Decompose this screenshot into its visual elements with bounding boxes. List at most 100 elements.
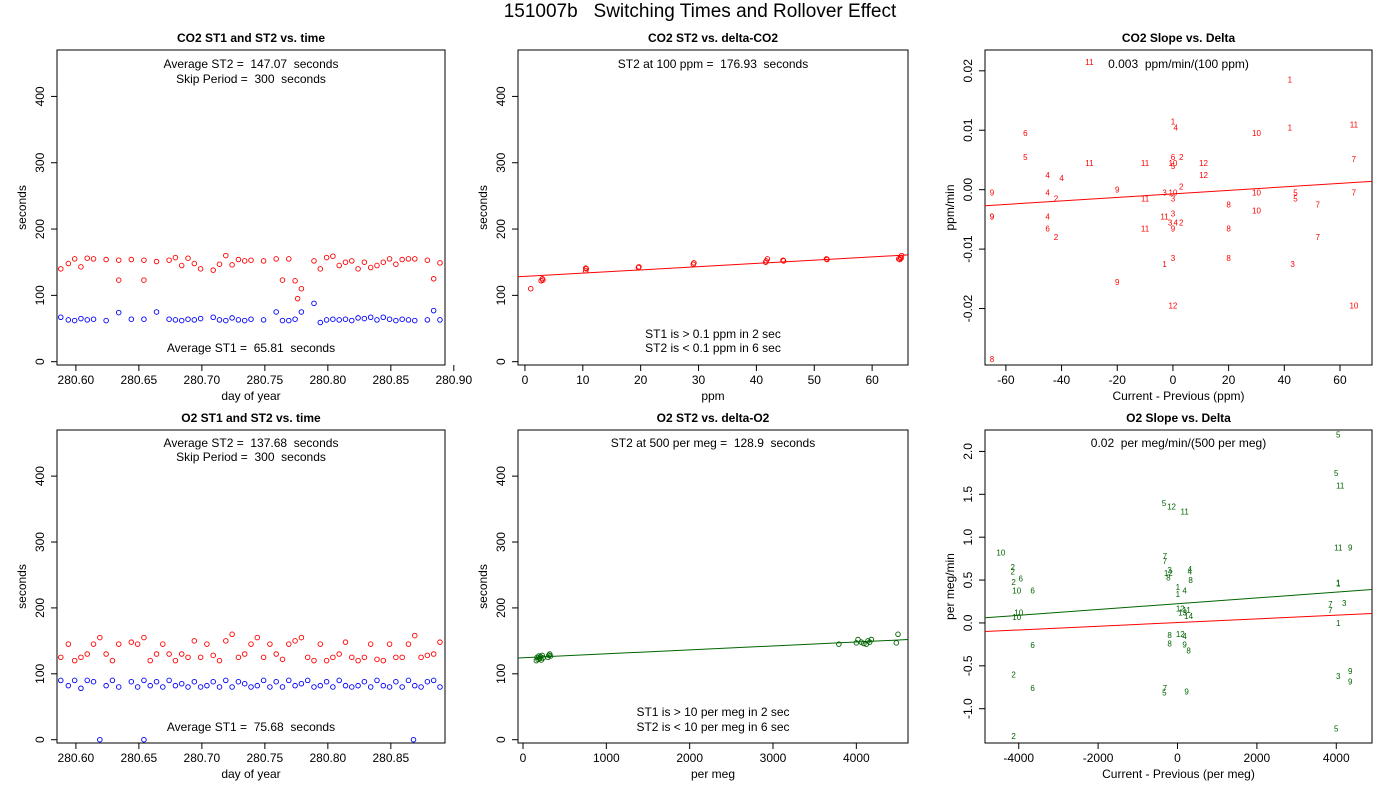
data-point: [286, 256, 292, 262]
data-point: [71, 256, 78, 262]
data-point: [58, 677, 64, 684]
x-axis-label: Current - Previous (per meg): [1102, 767, 1255, 781]
data-point: [153, 678, 160, 685]
y-tick-label: -0.5: [961, 655, 975, 676]
chart-title: CO2 ST2 vs. delta-CO2: [648, 31, 778, 45]
data-point: [437, 317, 443, 323]
data-point: [216, 317, 223, 323]
x-tick-label: -40: [1053, 373, 1071, 387]
data-label: 6: [1030, 586, 1035, 595]
x-axis-label: ppm: [701, 389, 724, 403]
data-label: 4: [1045, 171, 1050, 180]
data-point: [317, 641, 324, 647]
y-tick-label: 300: [494, 532, 508, 552]
data-point: [178, 262, 185, 269]
data-label: 11: [1334, 543, 1343, 552]
data-point: [248, 641, 254, 647]
y-tick-label: 300: [494, 152, 508, 172]
data-point: [430, 651, 437, 657]
data-label: 10: [1252, 129, 1261, 138]
data-point: [160, 684, 166, 690]
y-tick-label: 100: [494, 663, 508, 683]
data-point: [582, 265, 589, 271]
data-point: [210, 652, 216, 659]
data-point: [185, 684, 191, 690]
chart-o2-st-vs-time: O2 ST1 and ST2 vs. time 280.60 280.65 280.7…: [15, 411, 446, 781]
chart-co2-st2-vs-delta: CO2 ST2 vs. delta-CO2 0 10 20 30 40 50 60 0 100 20…: [476, 31, 909, 403]
data-point: [393, 261, 399, 267]
data-label: 10: [996, 549, 1005, 558]
data-label: 2: [1011, 670, 1016, 679]
data-point: [260, 317, 267, 323]
data-label: 7: [1352, 189, 1357, 198]
data-point: [386, 256, 393, 262]
x-tick-label: 0: [1174, 751, 1181, 765]
data-point: [260, 677, 267, 684]
data-point: [254, 682, 261, 689]
data-label: 4: [1188, 565, 1193, 574]
x-tick-label: 280.85: [372, 751, 409, 765]
x-tick-label: 20: [634, 373, 648, 387]
chart-annotation: Average ST2 = 137.68 seconds: [164, 436, 339, 450]
data-label: 2: [1011, 563, 1016, 572]
data-point: [191, 317, 198, 323]
data-point: [58, 654, 64, 661]
data-point: [235, 317, 242, 323]
data-point: [78, 654, 84, 661]
data-point: [780, 258, 787, 264]
data-point: [71, 677, 78, 684]
y-tick-label: 1.5: [961, 486, 975, 503]
data-label: 5: [1162, 688, 1167, 697]
data-point: [399, 256, 405, 263]
chart-annotation: Skip Period = 300 seconds: [176, 450, 326, 464]
x-tick-label: -60: [997, 373, 1015, 387]
data-point: [210, 678, 216, 685]
data-label: 3: [1171, 209, 1176, 218]
chart-o2-slope-vs-delta: O2 Slope vs. Delta -4000 -2000 0 2000 4000 -1.…: [943, 411, 1373, 781]
data-point: [367, 264, 374, 271]
y-axis-label: seconds: [15, 564, 29, 609]
data-point: [90, 678, 97, 685]
data-label: 2: [1179, 153, 1184, 162]
data-point: [898, 252, 905, 259]
fit-line: [518, 254, 908, 278]
data-point: [868, 636, 875, 643]
data-point: [84, 651, 90, 657]
data-label: 9: [1348, 677, 1353, 686]
data-point: [273, 651, 279, 657]
data-label: 4: [1188, 567, 1193, 576]
y-tick-label: -0.01: [961, 235, 975, 263]
data-label: 5: [1293, 189, 1298, 198]
data-point: [355, 315, 361, 321]
chart-annotation: 0.02 per meg/min/(500 per meg): [1091, 436, 1266, 450]
x-tick-label: 4000: [1323, 751, 1350, 765]
data-point: [78, 264, 84, 270]
data-point: [223, 252, 229, 259]
data-label: 6: [1030, 684, 1035, 693]
data-point: [128, 678, 135, 685]
data-point: [141, 634, 147, 641]
y-tick-label: 0.0: [961, 614, 975, 631]
data-point: [109, 657, 116, 664]
data-point: [84, 677, 90, 684]
data-point: [342, 682, 349, 689]
data-label: 4: [1059, 174, 1064, 183]
data-label: 3: [1162, 189, 1167, 198]
data-label: 11: [1182, 606, 1191, 615]
chart-title: CO2 Slope vs. Delta: [1122, 31, 1236, 45]
data-point: [128, 639, 135, 645]
data-point: [691, 260, 697, 266]
data-point: [349, 684, 355, 690]
data-point: [141, 277, 147, 283]
data-point: [210, 267, 216, 273]
data-point: [861, 640, 867, 647]
data-point: [424, 317, 431, 323]
chart-title: CO2 ST1 and ST2 vs. time: [177, 31, 325, 45]
data-point: [172, 657, 179, 664]
data-point: [216, 657, 223, 664]
data-label: 12: [1199, 159, 1208, 168]
data-point: [430, 307, 437, 314]
x-tick-label: 280.75: [247, 373, 284, 387]
data-point: [166, 677, 172, 684]
data-label: 2: [1011, 567, 1016, 576]
